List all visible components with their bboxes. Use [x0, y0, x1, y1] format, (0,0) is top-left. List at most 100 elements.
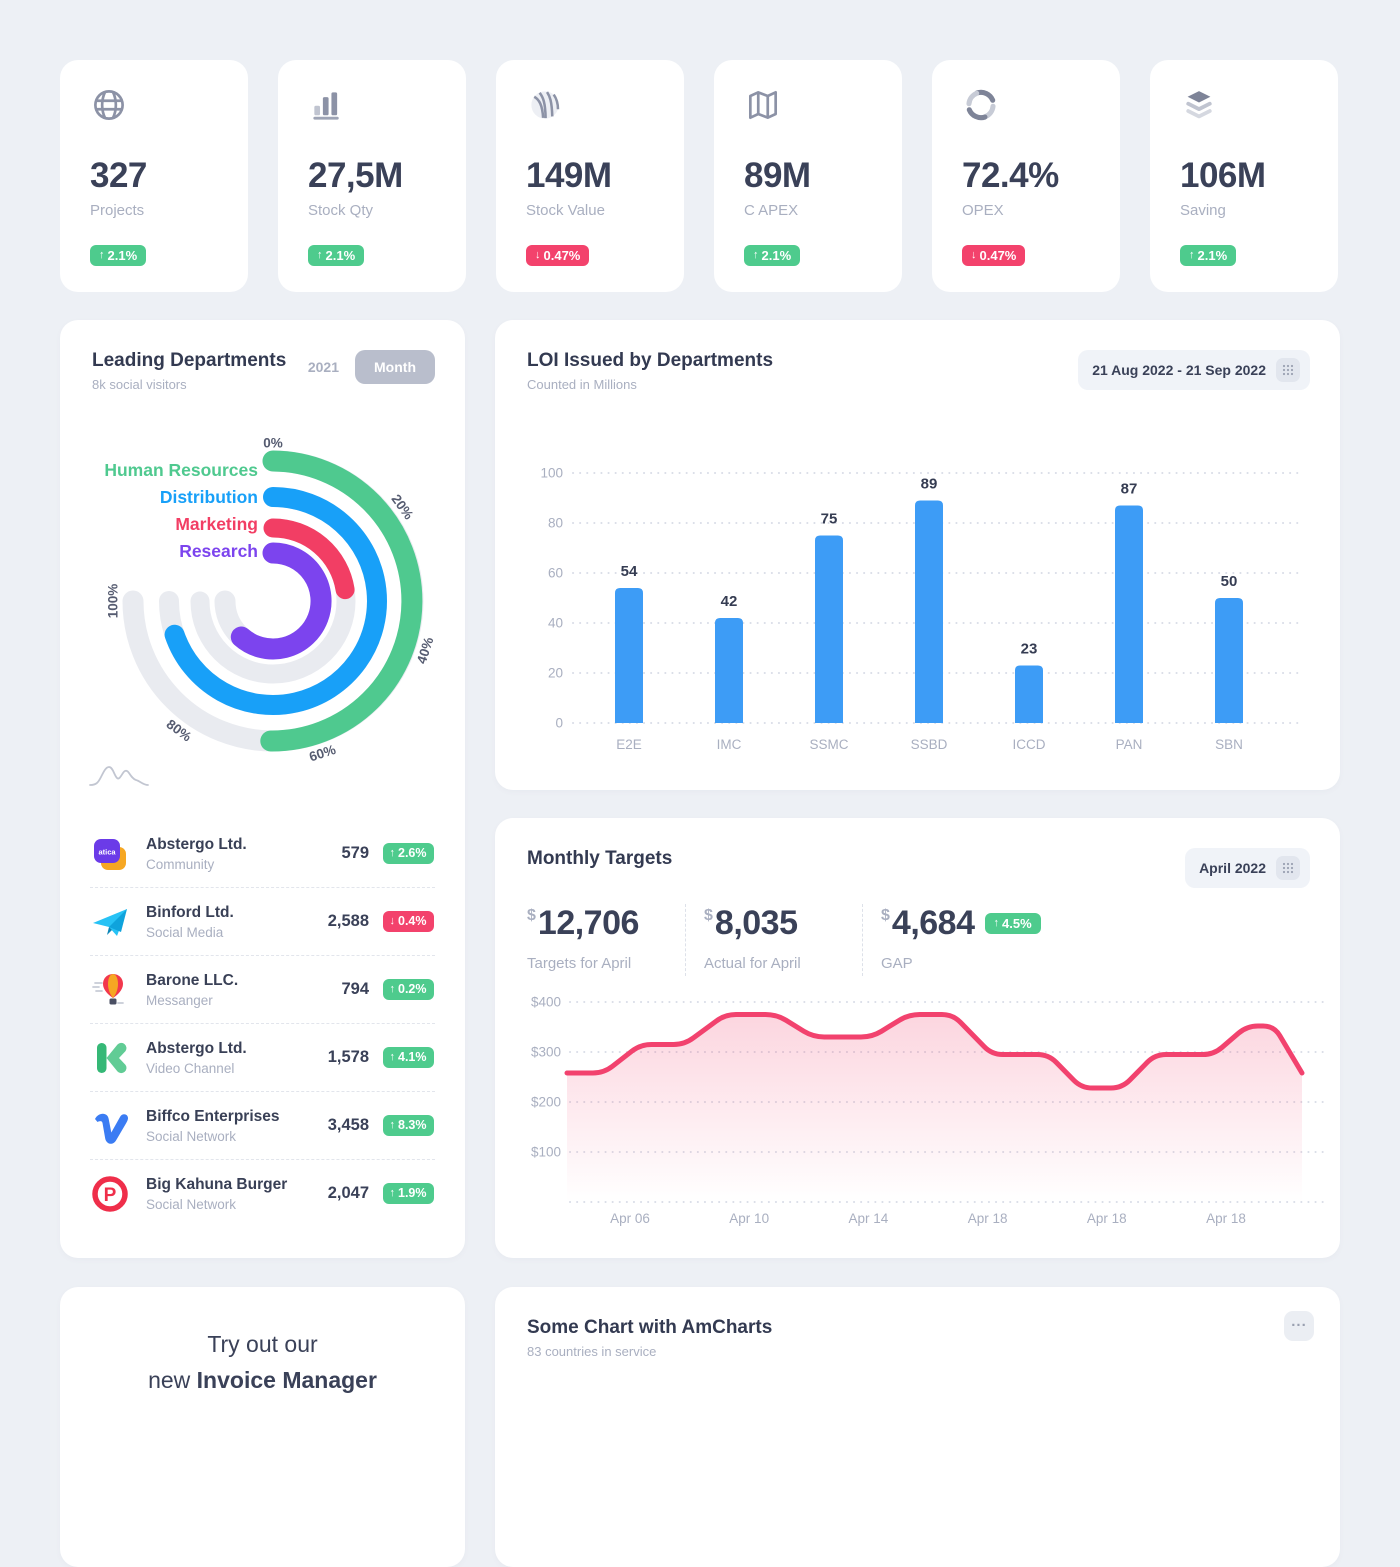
x-axis-label: Apr 18 [968, 1211, 1008, 1226]
x-axis-label: IMC [717, 737, 742, 752]
month-button[interactable]: Month [355, 350, 435, 384]
month-picker-label: April 2022 [1199, 860, 1266, 876]
x-axis-label: ICCD [1013, 737, 1046, 752]
company-delta: ↑ 1.9% [381, 1183, 435, 1204]
x-axis-label: Apr 18 [1206, 1211, 1246, 1226]
list-item[interactable]: Abstergo Ltd. Video Channel 1,578 ↑ 4.1% [90, 1024, 435, 1092]
stat-card-opex: 72.4% OPEX ↓ 0.47% [932, 60, 1120, 292]
list-item[interactable]: Barone LLC. Messanger 794 ↑ 0.2% [90, 956, 435, 1024]
y-axis-label: $100 [531, 1145, 561, 1160]
date-range-picker[interactable]: 21 Aug 2022 - 21 Sep 2022 [1078, 350, 1310, 390]
invoice-promo-card[interactable]: Try out our new Invoice Manager [60, 1287, 465, 1567]
company-category: Video Channel [146, 1060, 235, 1076]
svg-text:atica: atica [98, 847, 116, 856]
calendar-grid-icon [1276, 856, 1300, 880]
company-text: Abstergo Ltd. Video Channel [146, 1040, 295, 1076]
list-item[interactable]: P Big Kahuna Burger Social Network 2,047 ↑ 1.… [90, 1160, 435, 1227]
bar-value-label: 23 [1021, 641, 1038, 658]
invoice-promo-line2: new Invoice Manager [148, 1367, 377, 1393]
company-delta: ↑ 2.6% [381, 843, 435, 864]
y-axis-label: 0 [555, 716, 563, 731]
radial-arc-human-resources [260, 450, 423, 752]
company-delta: ↑ 4.1% [381, 1047, 435, 1068]
sync-icon [962, 86, 1090, 126]
stat-card-row: 327 Projects ↑ 2.1% 27,5M Stock Qty ↑ 2.1% 149M S… [60, 60, 1340, 292]
calendar-grid-icon [1276, 358, 1300, 382]
monthly-stat-value: 4,684 [891, 904, 975, 942]
x-axis-label: Apr 06 [610, 1211, 650, 1226]
arrow-up-icon: ↑ [389, 983, 396, 995]
bar-pan [1115, 505, 1143, 723]
x-axis-label: Apr 14 [849, 1211, 889, 1226]
company-value: 1,578 [327, 1048, 369, 1066]
stat-delta: ↑ 2.1% [1180, 245, 1308, 266]
stat-delta: ↓ 0.47% [962, 245, 1090, 266]
company-category: Messanger [146, 992, 213, 1008]
company-value: 2,047 [327, 1184, 369, 1202]
sparkline-icon [89, 766, 149, 786]
bar-iccd [1015, 665, 1043, 723]
currency-sign: $ [527, 907, 536, 924]
company-delta: ↑ 8.3% [381, 1115, 435, 1136]
y-axis-label: $300 [531, 1045, 561, 1060]
arrow-up-icon: ↑ [753, 249, 759, 261]
y-axis-label: $200 [531, 1095, 561, 1110]
company-name: Binford Ltd. [146, 903, 234, 921]
monthly-stat-label: GAP [881, 955, 913, 972]
y-axis-label: 80 [548, 516, 563, 531]
arrow-up-icon: ↑ [389, 1119, 396, 1131]
company-name: Abstergo Ltd. [146, 835, 247, 853]
bar-value-label: 75 [821, 511, 838, 528]
balloon-logo [90, 970, 130, 1010]
bar-ssbd [915, 500, 943, 723]
list-item[interactable]: Biffco Enterprises Social Network 3,458 ↑ 8.… [90, 1092, 435, 1160]
list-item[interactable]: Binford Ltd. Social Media 2,588 ↓ 0.4% [90, 888, 435, 956]
bar-value-label: 42 [721, 593, 738, 610]
x-axis-label: E2E [616, 737, 642, 752]
radial-legend-distribution: Distribution [160, 487, 258, 507]
gap-delta-badge: ↑ 4.5% [984, 913, 1041, 934]
departments-radial-chart: 0%20%40%60%80%100%Human ResourcesDistrib… [89, 436, 436, 786]
card-menu-button[interactable]: ... [1284, 1311, 1314, 1341]
invoice-promo-line1: Try out our [207, 1331, 318, 1357]
monthly-stat-value: 8,035 [714, 904, 798, 942]
loi-card: LOI Issued by Departments Counted in Mil… [495, 320, 1340, 790]
year-toggle[interactable]: 2021 [307, 359, 340, 375]
area-line [564, 1012, 1305, 1091]
company-category: Social Media [146, 924, 224, 940]
globe-icon [90, 86, 218, 126]
radial-arc-distribution [164, 487, 387, 715]
stat-value: 72.4% [962, 156, 1059, 195]
arrow-up-icon: ↑ [1189, 249, 1195, 261]
company-text: Abstergo Ltd. Community [146, 836, 295, 872]
stat-delta-badge: ↑ 2.1% [90, 245, 147, 266]
y-axis-label: $400 [531, 995, 561, 1010]
company-delta: ↓ 0.4% [381, 911, 435, 932]
x-axis-label: SSBD [911, 737, 948, 752]
monthly-stat-value: 12,706 [537, 904, 640, 942]
radial-legend-marketing: Marketing [175, 514, 258, 534]
bar-chart-icon [308, 86, 436, 126]
company-text: Barone LLC. Messanger [146, 972, 295, 1008]
targets-area-chart: $100 $200 $300 $400 Apr 06 Apr 10 Apr 14 Apr 18… [531, 995, 1326, 1226]
bar-ssmc [815, 535, 843, 723]
radial-arc-marketing [263, 518, 355, 600]
x-axis-label: Apr 18 [1087, 1211, 1127, 1226]
y-axis-label: 100 [540, 466, 563, 481]
stat-delta: ↑ 2.1% [90, 245, 218, 266]
stat-card-projects: 327 Projects ↑ 2.1% [60, 60, 248, 292]
list-item[interactable]: atica Abstergo Ltd. Community 579 ↑ 2.6% [90, 820, 435, 888]
stat-delta: ↑ 2.1% [744, 245, 872, 266]
stat-delta: ↓ 0.47% [526, 245, 654, 266]
monthly-stats: $12,706 Targets for April $8,035 Actual for… [527, 904, 1041, 976]
month-picker[interactable]: April 2022 [1185, 848, 1310, 888]
map-icon [744, 86, 872, 126]
company-text: Binford Ltd. Social Media [146, 904, 295, 940]
bar-e2e [615, 588, 643, 723]
radial-tick-label: 0% [263, 436, 283, 451]
leading-departments-card: Leading Departments 8k social visitors 2… [60, 320, 465, 1258]
company-value: 3,458 [327, 1116, 369, 1134]
stat-label: OPEX [962, 202, 1004, 219]
paper-plane-logo [90, 902, 130, 942]
monthly-stat-2: $8,035 Actual for April [704, 904, 844, 972]
